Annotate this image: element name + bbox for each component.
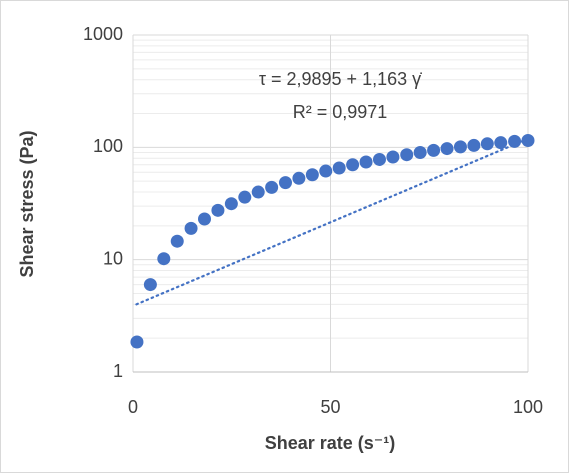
data-point bbox=[386, 150, 400, 164]
data-point bbox=[211, 203, 225, 217]
data-point bbox=[332, 161, 346, 175]
data-point bbox=[440, 142, 454, 156]
data-point bbox=[508, 134, 522, 148]
data-point bbox=[359, 155, 373, 169]
data-point bbox=[251, 185, 265, 199]
x-axis-title: Shear rate (s⁻¹) bbox=[265, 433, 396, 453]
y-axis-title: Shear stress (Pa) bbox=[17, 130, 37, 277]
data-point bbox=[278, 176, 292, 190]
data-point bbox=[305, 168, 319, 182]
data-point bbox=[319, 164, 333, 178]
data-point bbox=[480, 137, 494, 151]
data-point bbox=[494, 136, 508, 150]
data-point bbox=[224, 197, 238, 211]
data-point bbox=[157, 252, 171, 266]
data-point bbox=[184, 221, 198, 235]
y-tick-label: 100 bbox=[93, 136, 123, 156]
data-point bbox=[265, 180, 279, 194]
data-point bbox=[453, 140, 467, 154]
data-point bbox=[413, 145, 427, 159]
y-tick-label: 10 bbox=[103, 248, 123, 268]
data-point bbox=[467, 138, 481, 152]
data-point bbox=[170, 234, 184, 248]
trendline bbox=[135, 137, 530, 306]
data-point bbox=[346, 158, 360, 172]
data-point bbox=[521, 134, 535, 148]
equation: τ = 2,9895 + 1,163 γ̇ bbox=[259, 69, 422, 89]
data-point bbox=[400, 148, 414, 162]
x-tick-label: 0 bbox=[128, 397, 138, 417]
data-point bbox=[372, 152, 386, 166]
x-tick-label: 50 bbox=[320, 397, 340, 417]
data-point bbox=[143, 278, 157, 292]
r-squared: R² = 0,9971 bbox=[293, 102, 388, 122]
y-tick-label: 1 bbox=[113, 361, 123, 381]
data-point bbox=[292, 171, 306, 185]
data-point bbox=[197, 212, 211, 226]
y-tick-label: 1000 bbox=[83, 24, 123, 44]
x-tick-label: 100 bbox=[513, 397, 543, 417]
data-point bbox=[427, 143, 441, 157]
data-point bbox=[238, 190, 252, 204]
data-point bbox=[130, 335, 144, 349]
